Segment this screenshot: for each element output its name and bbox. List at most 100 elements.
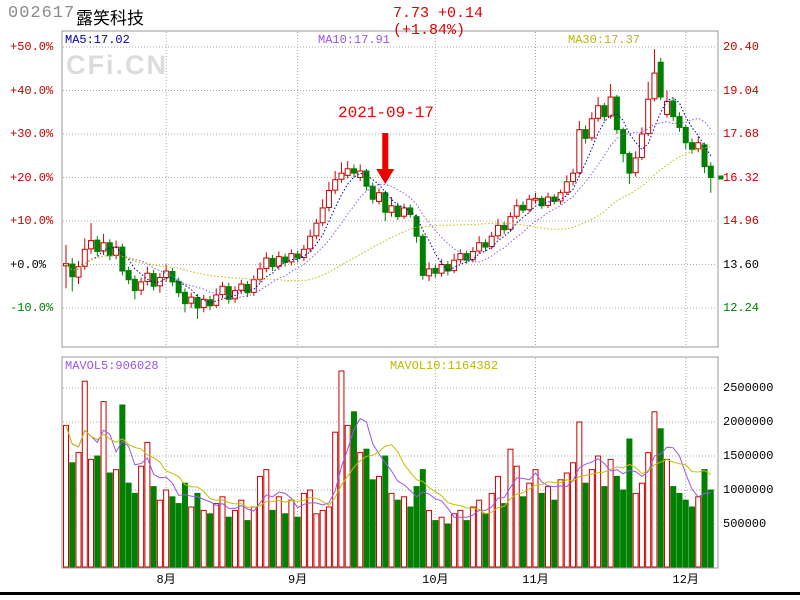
volume-bar [501,503,508,568]
candle-body [638,133,645,158]
candle-body [313,222,320,237]
volume-bar [457,509,464,568]
candle-body [376,192,382,202]
candle-body [88,240,95,250]
candle-body [206,299,213,307]
volume-bar [551,499,558,568]
volume-bar [125,482,132,568]
candle-body [582,129,589,139]
candle-body [125,270,132,281]
candle-body [426,268,433,277]
candle-body [676,116,683,128]
candle-body [507,216,514,230]
candle-body [338,172,345,180]
volume-bar [638,482,645,568]
volume-bar [532,469,539,568]
price-tick: 17.68 [723,127,760,141]
candle-body [307,235,314,250]
candle-body [275,256,282,267]
candle-body [300,248,307,259]
volume-bar [519,496,526,568]
volume-bar [144,441,151,568]
candle-body [682,126,689,144]
percent-tick: +20.0% [10,170,54,185]
candle-body [588,118,595,139]
volume-bar [63,424,69,568]
volume-bar [682,499,689,568]
percent-tick: +50.0% [10,40,54,54]
candle-body [651,72,658,100]
price-tick: 16.32 [723,170,760,185]
candle-body [382,192,389,213]
volume-bar [432,520,439,568]
candle-body [645,98,652,135]
volume-bar [438,516,445,568]
cfi-watermark: CFi.CN [66,50,168,80]
volume-bar [463,520,470,568]
candle-body [444,264,451,272]
price-tick: 14.96 [723,214,760,228]
volume-tick: 2500000 [723,381,774,395]
volume-bar [588,469,595,568]
volume-panel-border [61,356,719,569]
volume-bar [244,520,251,568]
mavol5-label: MAVOL5:906028 [65,359,159,373]
volume-bar [488,492,495,568]
event-date-annotation: 2021-09-17 [337,104,434,122]
volume-bar [657,428,664,568]
volume-bar [382,455,389,568]
candle-body [626,153,633,174]
annotation-arrow-head [376,169,395,184]
volume-bar [576,421,583,568]
candle-body [601,105,608,118]
volume-bar [275,496,282,568]
month-label: 9月 [288,573,308,587]
volume-bar [300,492,307,568]
volume-bar [570,462,577,568]
volume-bar [676,492,683,568]
candle-body [670,100,677,118]
volume-bar [232,509,239,568]
candle-body [451,259,458,272]
candle-body [557,192,564,202]
volume-bar [219,496,226,568]
candle-body [138,281,145,291]
volume-bar [250,506,257,568]
candle-body [620,129,627,155]
volume-bar [269,509,276,568]
candle-body [538,197,545,207]
volume-bar [670,486,677,568]
volume-bar [100,401,107,568]
volume-bar [388,492,395,568]
candle-body [469,250,476,261]
candle-body [432,267,439,274]
candle-body [701,144,708,168]
volume-bar [313,513,320,568]
volume-bar [181,482,188,568]
volume-bar [707,489,714,568]
candle-body [576,129,583,174]
volume-bar [413,486,420,568]
volume-bar [376,475,382,568]
ma10-line [65,117,712,299]
month-label: 11月 [522,573,549,587]
volume-bar [131,492,138,568]
volume-bar [369,479,376,568]
candle-body [413,216,420,237]
candle-body [707,165,714,179]
volume-bar [607,458,614,568]
candle-body [394,205,401,218]
main-panel-border [61,30,719,348]
percent-tick: +0.0% [10,257,47,272]
candle-body [532,197,539,201]
ma5-label: MA5:17.02 [65,33,130,47]
ma30-label: MA30:17.37 [568,33,641,47]
candle-body [69,263,76,278]
volume-bar [645,452,652,568]
mavol10-label: MAVOL10:1164382 [390,359,499,373]
candle-body [106,242,113,257]
volume-bar [332,431,339,568]
candle-body [632,157,639,174]
candle-body [369,185,376,200]
